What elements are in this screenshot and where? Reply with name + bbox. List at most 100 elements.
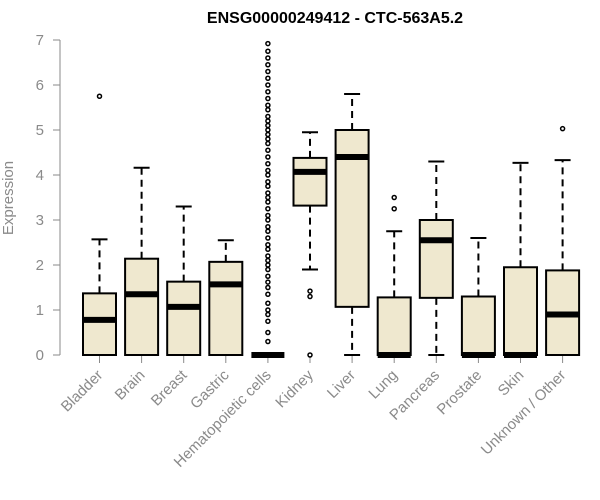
box-prostate [460, 237, 496, 358]
outlier-point [265, 40, 271, 47]
box-brain [124, 166, 160, 357]
outlier-point [265, 75, 271, 81]
y-tick-label: 6 [36, 77, 44, 94]
outlier-point [265, 172, 271, 178]
y-tick-label: 0 [36, 347, 44, 364]
box-bladder [82, 93, 117, 357]
x-tick-label: Skin [495, 367, 528, 400]
outlier-point [265, 154, 271, 160]
outlier-point [265, 118, 271, 124]
iqr-box [460, 295, 496, 356]
iqr-box [418, 219, 454, 299]
outlier-point [265, 228, 271, 234]
x-tick-label: Kidney [272, 366, 317, 411]
outlier-point [265, 107, 271, 113]
box-lung [376, 194, 412, 358]
x-tick-label: Bladder [58, 367, 107, 416]
outlier-point [265, 167, 271, 174]
y-axis: 0 1 2 3 4 5 6 7 [36, 32, 61, 364]
box-kidney [292, 131, 328, 358]
y-tick-label: 1 [36, 302, 44, 319]
outlier-point [265, 273, 271, 279]
outlier-point [559, 125, 566, 132]
box-breast [166, 205, 202, 356]
iqr-box [82, 292, 117, 357]
y-axis-label: Expression [0, 161, 17, 235]
box-liver [334, 93, 370, 356]
outlier-point [265, 48, 271, 54]
outlier-point [265, 318, 271, 324]
outlier-point [265, 95, 271, 102]
outlier-point [265, 194, 271, 201]
iqr-box [124, 257, 160, 357]
iqr-box [208, 260, 244, 357]
outlier-point [265, 279, 271, 285]
outlier-point [96, 93, 103, 99]
outlier-point [265, 127, 271, 133]
outlier-point [265, 284, 271, 291]
outlier-point [265, 147, 271, 153]
outlier-point [265, 206, 271, 212]
outlier-point [265, 183, 271, 189]
outlier-point [265, 257, 271, 264]
y-tick-label: 3 [36, 212, 44, 229]
outlier-point [265, 212, 271, 219]
box-hematopoietic-cells [251, 40, 285, 358]
x-tick-label: Breast [148, 366, 191, 409]
outlier-point [307, 288, 313, 294]
outlier-point [265, 262, 271, 268]
outlier-point [265, 62, 271, 68]
outlier-point [265, 122, 271, 129]
box-skin [503, 161, 538, 358]
x-tick-label: Brain [112, 367, 149, 404]
outlier-point [265, 266, 271, 273]
outlier-point [265, 311, 271, 318]
y-tick-label: 7 [36, 32, 44, 49]
box-series [82, 40, 581, 358]
outlier-point [265, 68, 271, 75]
outlier-point [265, 224, 271, 230]
box-unknown-other [545, 125, 581, 356]
y-tick-label: 4 [36, 167, 44, 184]
outlier-point [265, 102, 271, 108]
outlier-point [265, 199, 271, 205]
outlier-point [265, 131, 271, 138]
outlier-point [265, 291, 271, 297]
box-pancreas [418, 160, 454, 356]
outlier-point [265, 82, 271, 88]
chart-title: ENSG00000249412 - CTC-563A5.2 [207, 10, 463, 27]
outlier-point [265, 253, 271, 259]
outlier-point [265, 307, 271, 313]
iqr-box [376, 296, 412, 356]
outlier-point [265, 338, 271, 345]
x-tick-label: Prostate [434, 367, 486, 419]
outlier-point [265, 329, 271, 336]
y-tick-label: 5 [36, 122, 44, 139]
x-tick-label: Lung [365, 367, 401, 403]
box-gastric [208, 239, 244, 357]
outlier-point [265, 55, 271, 61]
x-tick-label: Liver [324, 367, 359, 402]
outlier-point [265, 242, 271, 248]
outlier-point [265, 161, 271, 167]
outlier-point [391, 194, 397, 201]
outlier-point [391, 206, 397, 212]
outlier-point [265, 235, 271, 241]
outlier-point [265, 179, 271, 185]
iqr-box [503, 266, 538, 356]
outlier-point [265, 89, 271, 95]
outlier-point [265, 217, 271, 223]
iqr-box [292, 156, 328, 207]
iqr-box [166, 280, 202, 356]
outlier-point [265, 113, 271, 120]
outlier-point [307, 352, 313, 358]
outlier-point [265, 136, 271, 142]
outlier-point [265, 246, 271, 252]
outlier-point [265, 140, 271, 147]
outlier-point [307, 293, 313, 300]
outlier-point [265, 190, 271, 196]
outlier-point [265, 300, 271, 306]
y-tick-label: 2 [36, 257, 44, 274]
